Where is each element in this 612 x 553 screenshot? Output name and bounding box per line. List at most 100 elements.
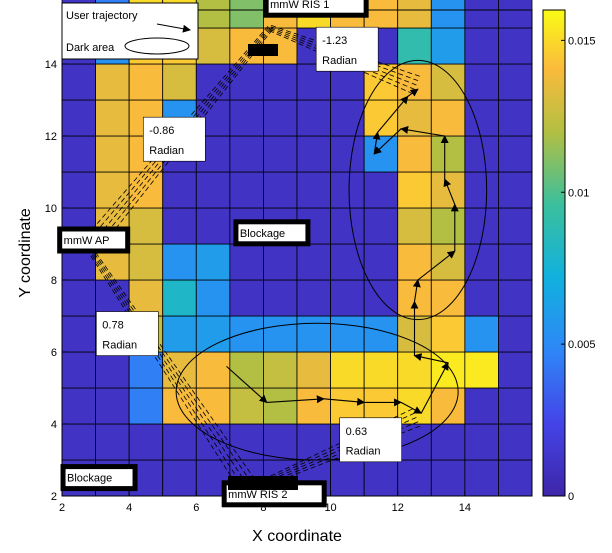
heatmap-cell	[229, 0, 264, 29]
legend-arrow-icon	[156, 23, 191, 33]
trajectory-segment	[443, 178, 456, 205]
heatmap-cell	[296, 279, 331, 317]
beam-line	[271, 25, 422, 78]
y-tick-label: 12	[45, 131, 57, 143]
heatmap-cell	[330, 279, 365, 317]
trajectory-segment	[377, 95, 409, 133]
annotation-text: Blockage	[67, 473, 112, 485]
angle-label-box	[142, 116, 206, 162]
beam-line	[268, 30, 415, 95]
heatmap-cell	[464, 279, 499, 317]
heatmap-cell	[95, 135, 130, 173]
heatmap-cell	[296, 351, 331, 389]
heatmap-cell	[95, 423, 130, 461]
heatmap-cell	[430, 27, 466, 65]
heatmap-cell	[95, 387, 130, 425]
x-axis: 2 4 6 8 10 12 14	[59, 491, 471, 514]
annotation-text: Radian	[102, 339, 137, 351]
heatmap-cell	[195, 243, 231, 281]
heatmap-cell	[430, 459, 466, 497]
heatmap-cell	[363, 207, 399, 245]
annotation-text: Blockage	[240, 228, 285, 240]
heatmap-cell	[195, 207, 231, 245]
heatmap-cell	[464, 0, 499, 29]
heatmap-cell	[464, 423, 499, 461]
heatmap-cell	[263, 63, 298, 101]
heatmap-cell	[162, 423, 197, 461]
y-tick-label: 4	[51, 419, 57, 431]
label-box	[57, 226, 131, 254]
heatmap-cell	[162, 243, 197, 281]
heatmap-cell	[430, 423, 466, 461]
dark-area-ellipse	[348, 59, 488, 321]
label-box	[233, 219, 311, 247]
legend-ellipse-icon	[124, 37, 190, 55]
heatmap-cell	[498, 0, 533, 29]
heatmap-cell	[330, 207, 365, 245]
heatmap-cell	[61, 135, 96, 173]
heatmap-cell	[263, 279, 298, 317]
heatmap-cell	[296, 99, 331, 137]
heatmap-cell	[430, 99, 466, 137]
trajectory-segment	[412, 279, 421, 302]
beam-line	[88, 247, 251, 490]
heatmap-cell	[195, 0, 231, 29]
heatmap-cell	[430, 279, 466, 317]
heatmap-cell	[229, 171, 264, 209]
heatmap-cell	[195, 351, 231, 389]
heatmap-cell	[195, 171, 231, 209]
heatmap-cell	[498, 423, 533, 461]
heatmap-cell	[61, 351, 96, 389]
heatmap-cell	[430, 315, 466, 353]
legend-label-trajectory: User trajectory	[66, 10, 138, 22]
annotation-text: mmW RIS 1	[270, 0, 329, 11]
heatmap-cell	[464, 63, 499, 101]
heatmap-cell	[498, 99, 533, 137]
y-tick-label: 14	[45, 59, 57, 71]
heatmap-cell	[128, 279, 164, 317]
heatmap-cell	[128, 207, 164, 245]
y-tick-label: 2	[51, 491, 57, 503]
beam-line	[269, 27, 419, 86]
beam-line	[270, 26, 420, 82]
heatmap-cell	[229, 99, 264, 137]
heatmap-cell	[61, 315, 96, 353]
heatmap-cell	[95, 99, 130, 137]
heatmap-cell	[263, 351, 298, 389]
colorbar-tick-label: 0	[568, 491, 574, 503]
angle-label-box	[315, 26, 379, 72]
heatmap-cell	[330, 135, 365, 173]
heatmap-cell	[263, 135, 298, 173]
annotation-text: 0.63	[346, 426, 367, 438]
heatmap-cell	[263, 315, 298, 353]
heatmap-cell	[498, 387, 533, 425]
trajectory-segment	[413, 353, 449, 364]
trajectory-segment	[226, 365, 268, 404]
heatmap-cell	[229, 315, 264, 353]
heatmap-cell	[229, 135, 264, 173]
heatmap-cell	[498, 243, 533, 281]
trajectory-segment	[400, 401, 423, 414]
heatmap-cell	[296, 423, 331, 461]
beam-line	[87, 248, 247, 492]
heatmap-cell	[498, 207, 533, 245]
heatmap-cell	[363, 99, 399, 137]
trajectory-segment	[417, 250, 456, 281]
heatmap-cell	[229, 243, 264, 281]
heatmap-cell	[464, 315, 499, 353]
annotation-text: -0.86	[149, 125, 174, 137]
heatmap-cell	[229, 63, 264, 101]
heatmap-cell	[397, 459, 432, 497]
heatmap-cell	[229, 351, 264, 389]
beam-line	[90, 245, 259, 484]
x-tick-label: 14	[459, 502, 471, 514]
heatmap-cell	[430, 171, 466, 209]
heatmap-cell	[263, 171, 298, 209]
trajectory-segment	[266, 395, 325, 404]
heatmap-cell	[330, 243, 365, 281]
angle-label-box	[95, 311, 159, 356]
heatmap-cell	[229, 387, 264, 425]
heatmap-cell	[195, 315, 231, 353]
y-tick-label: 6	[51, 347, 57, 359]
heatmap-cell	[498, 171, 533, 209]
